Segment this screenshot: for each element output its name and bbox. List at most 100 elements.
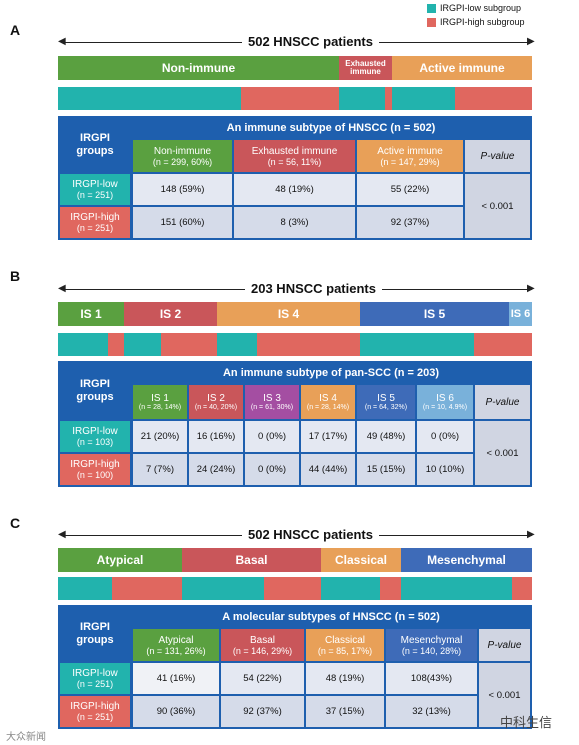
panel-b-cell: 15 (15%) [357,454,415,485]
panel-c-subtype-atypical: Atypical [58,548,182,572]
panel-b-col-is3: IS 3 (n = 61, 30%) [245,385,299,419]
panel-c-pvalue: < 0.001 [479,663,530,727]
panel-c-subtype-basal: Basal [182,548,321,572]
panel-c-col-basal: Basal (n = 146, 29%) [221,629,304,661]
panel-b-arrow-right: ▶ [527,283,535,294]
panel-a-arrow-right: ▶ [527,36,535,47]
panel-b-cell: 49 (48%) [357,421,415,452]
panel-c-row-high-label: IRGPI-high (n = 251) [60,696,130,727]
panel-a-pvalue-header: P-value [465,140,530,172]
panel-b-col-is1: IS 1 (n = 28, 14%) [133,385,187,419]
panel-b-cell: 44 (44%) [301,454,355,485]
panel-c-cell: 37 (15%) [306,696,384,727]
panel-a-strip-seg [455,87,532,110]
panel-b-subtype-is1: IS 1 [58,302,124,326]
legend-low-label: IRGPI-low subgroup [440,3,522,13]
panel-a-strip-seg [58,87,241,110]
panel-b-strip-seg [58,333,108,356]
panel-c-cell: 48 (19%) [306,663,384,694]
panel-b-subtype-is5: IS 5 [360,302,509,326]
panel-a-strip-seg [339,87,385,110]
panel-b-cell: 17 (17%) [301,421,355,452]
panel-c-col-atypical: Atypical (n = 131, 26%) [133,629,219,661]
panel-a-strip-seg [385,87,392,110]
panel-b-subtype-is2: IS 2 [124,302,217,326]
panel-b-strip-seg [360,333,474,356]
panel-a-pvalue: < 0.001 [465,174,530,238]
panel-b-row-low-label: IRGPI-low (n = 103) [60,421,130,452]
panel-a-table-header: An immune subtype of HNSCC (n = 502) [132,118,530,138]
panel-a-subtype-non-immune: Non-immune [58,56,339,80]
panel-c-strip-seg [58,577,112,600]
panel-c-col-classical: Classical (n = 85, 17%) [306,629,384,661]
panel-c-cell: 41 (16%) [133,663,219,694]
panel-b-letter: B [10,268,21,284]
panel-b-col-is5: IS 5 (n = 64, 32%) [357,385,415,419]
panel-c-strip-seg [182,577,264,600]
panel-b-cell: 7 (7%) [133,454,187,485]
panel-a-subtype-exhausted: Exhausted immune [339,56,392,80]
panel-a-title: 502 HNSCC patients [242,34,379,49]
panel-c-corner: IRGPI groups [60,607,130,661]
panel-a-arrow-left: ◀ [58,36,66,47]
panel-b-cell: 16 (16%) [189,421,243,452]
panel-c-strip-seg [112,577,182,600]
panel-b-corner: IRGPI groups [60,363,130,419]
panel-a-strip-seg [241,87,339,110]
panel-b-arrow-left: ◀ [58,283,66,294]
watermark-left: 大众新闻 [6,732,46,743]
panel-a-col-non-immune: Non-immune (n = 299, 60%) [133,140,232,172]
legend-low-swatch [427,4,436,13]
panel-b-cell: 0 (0%) [245,421,299,452]
panel-b-subtype-is6: IS 6 [509,302,532,326]
panel-a-subtype-active: Active immune [392,56,532,80]
panel-a-cell: 92 (37%) [357,207,463,238]
panel-b-cell: 10 (10%) [417,454,473,485]
panel-c-arrow-right: ▶ [527,529,535,540]
panel-b-strip-seg [161,333,217,356]
panel-c-strip-seg [264,577,321,600]
legend-high-swatch [427,18,436,27]
panel-b-strip-seg [257,333,360,356]
panel-c-col-mesenchymal: Mesenchymal (n = 140, 28%) [386,629,477,661]
panel-c-cell: 92 (37%) [221,696,304,727]
panel-c-cell: 54 (22%) [221,663,304,694]
panel-a-row-low-label: IRGPI-low (n = 251) [60,174,130,205]
panel-c-cell: 108(43%) [386,663,477,694]
panel-a-col-active: Active immune (n = 147, 29%) [357,140,463,172]
panel-b-strip-seg [217,333,257,356]
panel-a-col-exhausted: Exhausted immune (n = 56, 11%) [234,140,355,172]
panel-c-arrow-left: ◀ [58,529,66,540]
panel-b-cell: 21 (20%) [133,421,187,452]
panel-b-strip-seg [474,333,532,356]
panel-b-pvalue-header: P-value [475,385,530,419]
panel-a-letter: A [10,22,21,38]
panel-c-subtype-mesenchymal: Mesenchymal [401,548,532,572]
panel-b-col-is4: IS 4 (n = 28, 14%) [301,385,355,419]
panel-c-title: 502 HNSCC patients [242,527,379,542]
panel-a-cell: 148 (59%) [133,174,232,205]
panel-c-pvalue-header: P-value [479,629,530,661]
panel-b-pvalue: < 0.001 [475,421,530,485]
panel-b-cell: 0 (0%) [245,454,299,485]
panel-c-subtype-classical: Classical [321,548,401,572]
panel-a-cell: 55 (22%) [357,174,463,205]
panel-b-col-is6: IS 6 (n = 10, 4.9%) [417,385,473,419]
panel-c-row-low-label: IRGPI-low (n = 251) [60,663,130,694]
panel-b-cell: 0 (0%) [417,421,473,452]
panel-c-strip-seg [401,577,512,600]
panel-c-cell: 90 (36%) [133,696,219,727]
panel-a-row-high-label: IRGPI-high (n = 251) [60,207,130,238]
legend-high-label: IRGPI-high subgroup [440,17,525,27]
panel-b-strip-seg [124,333,161,356]
panel-c-strip-seg [380,577,401,600]
panel-b-table-header: An immune subtype of pan-SCC (n = 203) [132,363,530,383]
panel-c-cell: 32 (13%) [386,696,477,727]
panel-c-table-header: A molecular subtypes of HNSCC (n = 502) [132,607,530,627]
panel-b-subtype-is4: IS 4 [217,302,360,326]
panel-a-cell: 151 (60%) [133,207,232,238]
panel-a-cell: 8 (3%) [234,207,355,238]
panel-b-title: 203 HNSCC patients [245,281,382,296]
watermark-right: 中科生信 [500,715,553,730]
panel-b-strip-seg [108,333,124,356]
